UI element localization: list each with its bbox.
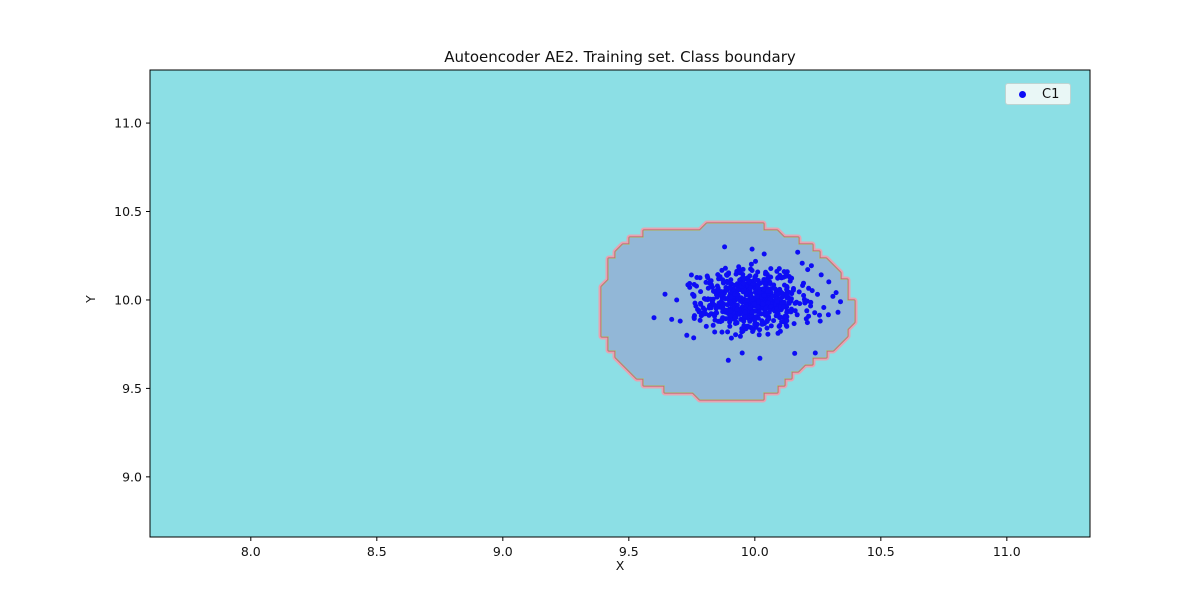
x-tick-label: 10.0 <box>741 544 769 559</box>
legend-label: C1 <box>1042 86 1060 102</box>
x-tick-label: 10.5 <box>867 544 895 559</box>
y-tick-label: 9.5 <box>122 381 142 396</box>
x-tick-label: 8.5 <box>367 544 387 559</box>
y-tick-label: 10.5 <box>114 204 142 219</box>
plot-content <box>598 220 858 403</box>
x-axis-label: X <box>615 558 625 573</box>
legend: C1 <box>1005 83 1071 105</box>
y-tick-label: 10.0 <box>114 292 142 307</box>
axes-spines <box>149 69 1091 538</box>
legend-marker-icon <box>1019 90 1026 98</box>
y-tick-label: 11.0 <box>114 116 142 131</box>
x-tick-label: 9.0 <box>493 544 513 559</box>
y-tick-label: 9.0 <box>122 469 142 484</box>
chart-title: Autoencoder AE2. Training set. Class bou… <box>444 48 796 66</box>
scatter-series-c1 <box>651 244 843 363</box>
x-tick-label: 8.0 <box>241 544 261 559</box>
x-tick-label: 9.5 <box>619 544 639 559</box>
x-tick-label: 11.0 <box>993 544 1021 559</box>
y-axis-label: Y <box>83 295 98 303</box>
